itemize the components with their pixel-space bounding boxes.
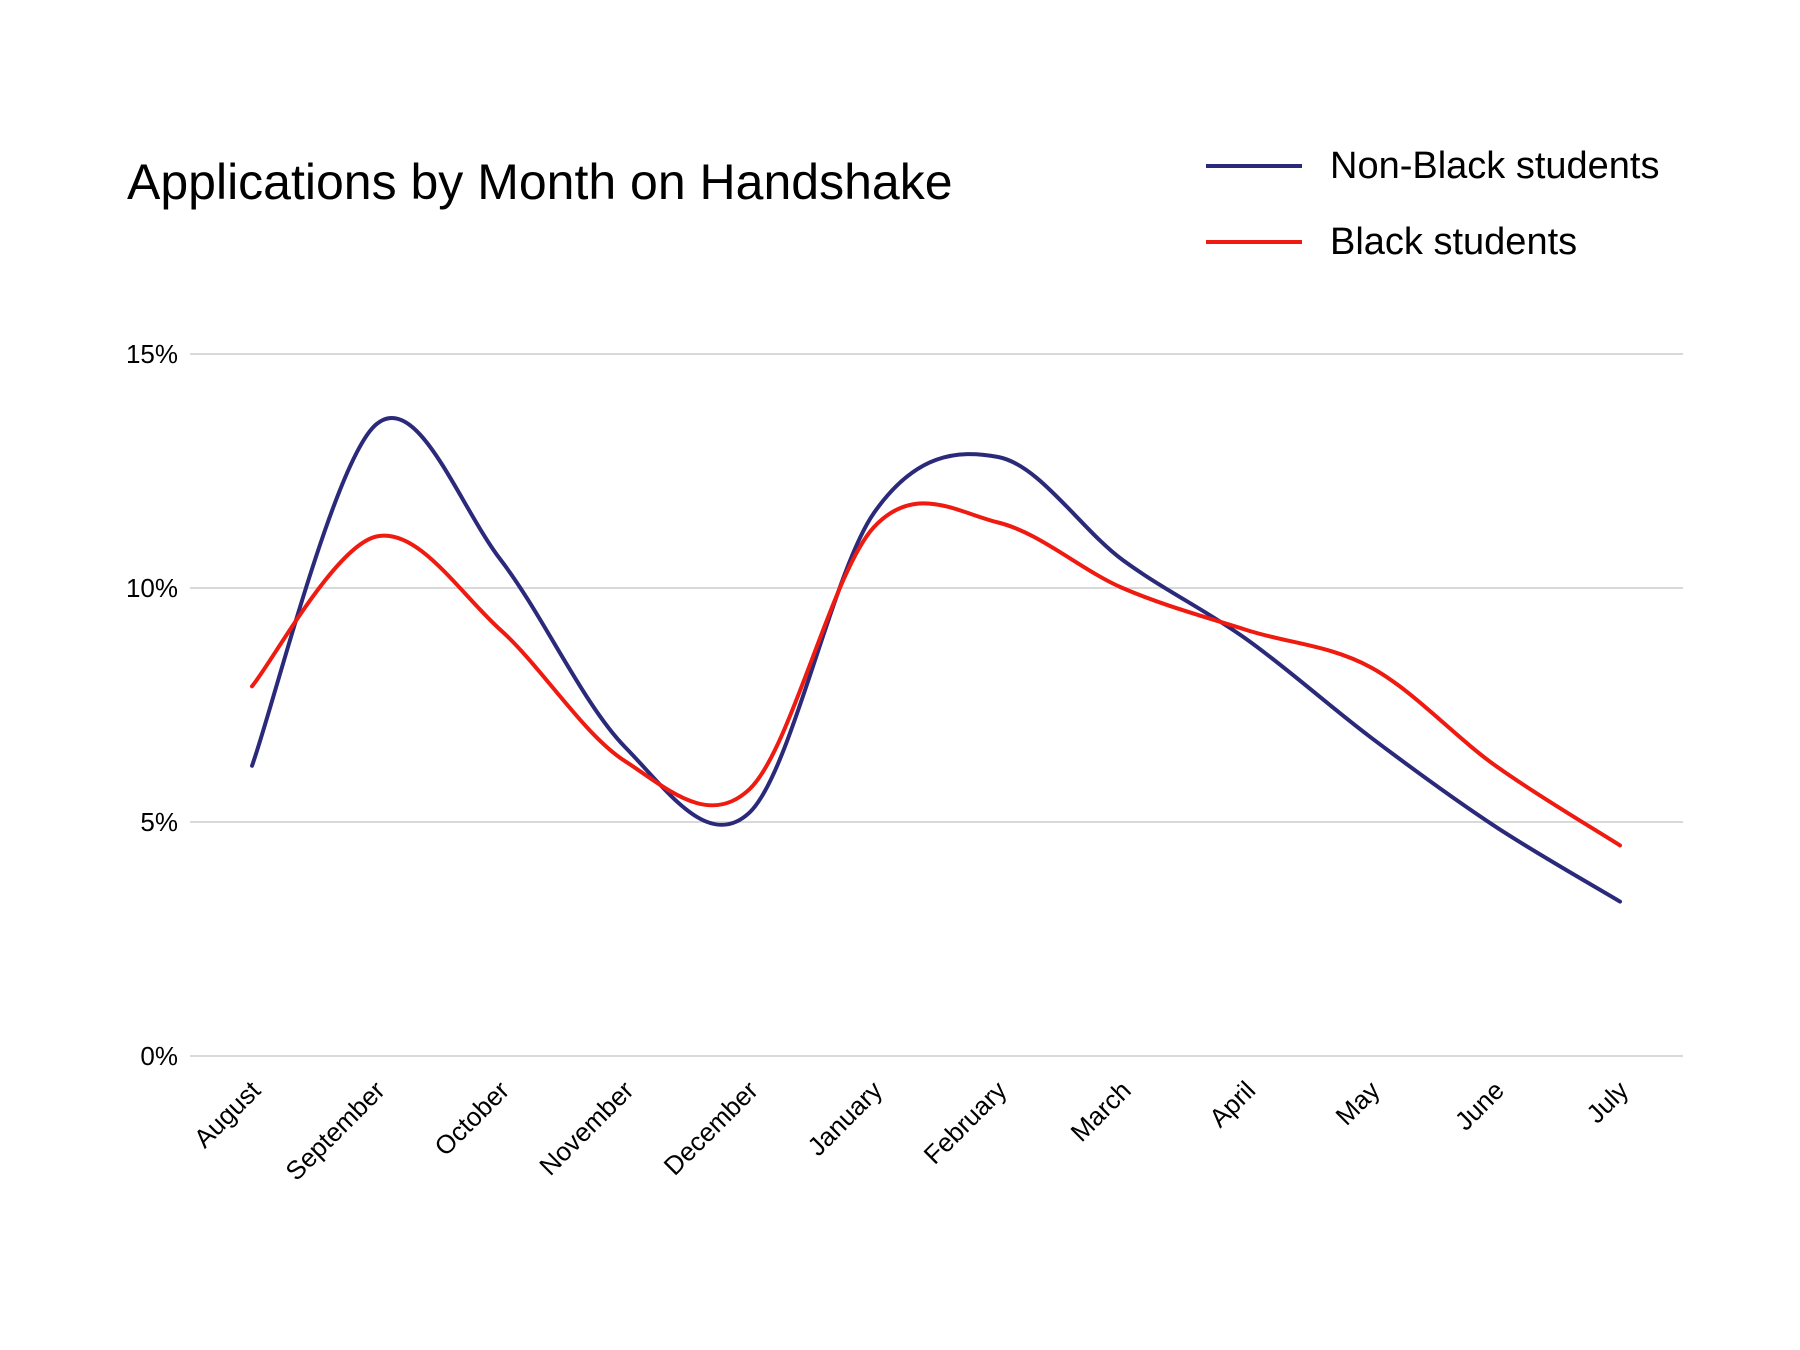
x-tick-label: June	[1449, 1075, 1510, 1136]
data-point-non-black-students-february	[995, 454, 1001, 460]
legend-item-black-students: Black students	[1206, 221, 1577, 263]
x-tick-label: December	[658, 1075, 764, 1181]
x-tick-label: March	[1064, 1075, 1136, 1147]
x-tick-label: August	[188, 1074, 267, 1153]
data-point-non-black-students-may	[1368, 735, 1374, 741]
data-point-non-black-students-march	[1120, 557, 1126, 563]
data-point-black-students-january	[871, 524, 877, 530]
data-point-non-black-students-october	[498, 557, 504, 563]
legend-label-non-black-students: Non-Black students	[1330, 145, 1660, 187]
series-lines	[249, 416, 1623, 905]
data-point-black-students-november	[622, 758, 628, 764]
series-line-non-black-students	[250, 416, 1622, 904]
data-point-non-black-students-june	[1493, 824, 1499, 830]
gridlines	[190, 353, 1683, 1057]
data-point-non-black-students-january	[871, 510, 877, 516]
y-tick-label: 5%	[140, 807, 178, 837]
x-tick-label: January	[801, 1075, 888, 1162]
x-tick-label: May	[1330, 1075, 1386, 1131]
data-point-black-students-december	[746, 786, 752, 792]
data-point-black-students-april	[1244, 627, 1250, 633]
data-point-black-students-july	[1617, 842, 1623, 848]
data-point-non-black-students-december	[746, 810, 752, 816]
data-point-black-students-september	[373, 534, 379, 540]
x-tick-label: November	[533, 1075, 639, 1181]
data-point-black-students-may	[1368, 665, 1374, 671]
data-point-non-black-students-april	[1244, 636, 1250, 642]
x-axis-ticks: August September October November December Ja…	[188, 1074, 1634, 1186]
series-line-black-students	[250, 501, 1622, 848]
data-point-non-black-students-september	[373, 421, 379, 427]
chart-title: Applications by Month on Handshake	[127, 154, 953, 210]
data-point-black-students-june	[1493, 763, 1499, 769]
y-axis-ticks: 0% 5% 10% 15%	[126, 339, 178, 1071]
data-point-black-students-october	[498, 627, 504, 633]
legend: Non-Black students Black students	[1206, 145, 1660, 263]
x-tick-label: February	[918, 1075, 1013, 1170]
legend-item-non-black-students: Non-Black students	[1206, 145, 1660, 187]
x-tick-label: October	[428, 1075, 515, 1162]
data-point-black-students-march	[1120, 585, 1126, 591]
data-point-black-students-august	[249, 683, 255, 689]
x-tick-label: July	[1580, 1075, 1634, 1129]
data-point-non-black-students-november	[622, 744, 628, 750]
data-point-non-black-students-july	[1617, 899, 1623, 905]
x-tick-label: April	[1203, 1075, 1261, 1133]
legend-label-black-students: Black students	[1330, 221, 1577, 263]
y-tick-label: 0%	[140, 1041, 178, 1071]
y-tick-label: 10%	[126, 573, 178, 603]
data-point-black-students-february	[995, 519, 1001, 525]
data-point-non-black-students-august	[249, 763, 255, 769]
x-tick-label: September	[279, 1075, 390, 1186]
y-tick-label: 15%	[126, 339, 178, 369]
